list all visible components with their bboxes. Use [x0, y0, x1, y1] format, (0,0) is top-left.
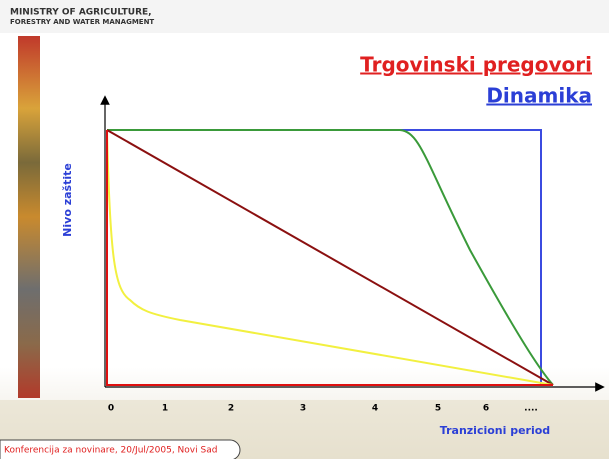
slide-title: Trgovinski pregovori — [360, 53, 592, 77]
curve-brown — [106, 129, 554, 386]
header-line: MINISTRY OF AGRICULTURE, — [10, 8, 152, 18]
x-tick-label: 5 — [435, 404, 441, 414]
curve-red — [106, 130, 553, 386]
footer-box — [0, 439, 241, 459]
x-tick-label: .... — [524, 404, 538, 414]
slide-subtitle: Dinamika — [486, 84, 592, 108]
photo-strip — [18, 36, 40, 398]
x-tick-labels: 0 1 2 3 4 5 6.... — [108, 404, 538, 414]
curve-green — [107, 129, 554, 386]
x-tick-label: 3 — [300, 404, 306, 414]
x-tick-label: 0 — [108, 404, 114, 414]
header-band — [0, 0, 609, 33]
x-tick-label: 6 — [483, 404, 489, 414]
footer-text: Konferencija za novinare, 20/Jul/2005, N… — [4, 446, 217, 456]
x-tick-label: 4 — [372, 404, 378, 414]
x-tick-label: 2 — [228, 404, 234, 414]
curve-yellow — [106, 129, 554, 386]
x-tick-label: 1 — [162, 404, 168, 414]
header-line: FORESTRY AND WATER MANAGMENT — [10, 18, 154, 26]
x-axis-label: Tranzicioni period — [440, 424, 550, 437]
y-axis-label: Nivo zaštite — [61, 163, 74, 237]
